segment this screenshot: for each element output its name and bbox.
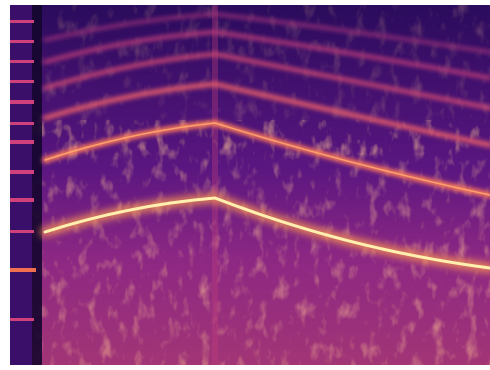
plot-area — [10, 5, 490, 365]
left-band — [10, 5, 32, 365]
harmonics — [40, 12, 490, 273]
left-ticks — [10, 20, 36, 321]
dark-strip — [30, 5, 42, 365]
vertical-band — [212, 5, 218, 365]
noise-texture — [10, 120, 490, 365]
